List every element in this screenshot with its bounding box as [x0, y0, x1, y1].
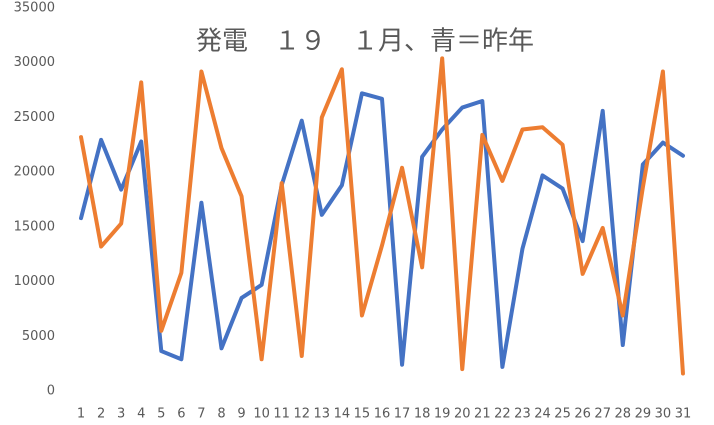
- x-tick-label: 30: [655, 407, 672, 422]
- y-tick-label: 30000: [14, 55, 55, 70]
- y-tick-label: 15000: [14, 219, 55, 234]
- x-tick-label: 4: [137, 407, 145, 422]
- x-tick-label: 22: [494, 407, 511, 422]
- x-tick-label: 10: [253, 407, 270, 422]
- x-tick-label: 12: [293, 407, 310, 422]
- x-tick-label: 27: [594, 407, 611, 422]
- series-line: [79, 56, 685, 376]
- x-tick-label: 5: [157, 407, 165, 422]
- x-tick-label: 29: [635, 407, 652, 422]
- y-tick-label: 5000: [22, 329, 55, 344]
- x-tick-label: 17: [394, 407, 411, 422]
- x-tick-label: 1: [77, 407, 85, 422]
- x-tick-label: 19: [434, 407, 451, 422]
- x-tick-label: 9: [237, 407, 245, 422]
- y-tick-label: 35000: [14, 1, 55, 16]
- x-tick-label: 3: [117, 407, 125, 422]
- x-tick-label: 18: [414, 407, 431, 422]
- chart-title: 発電 １９ １月、青＝昨年: [196, 27, 534, 57]
- x-tick-label: 21: [474, 407, 491, 422]
- x-tick-label: 31: [675, 407, 692, 422]
- x-tick-label: 16: [374, 407, 391, 422]
- x-tick-label: 15: [354, 407, 371, 422]
- x-tick-label: 24: [534, 407, 551, 422]
- x-tick-label: 25: [554, 407, 571, 422]
- y-tick-label: 10000: [14, 274, 55, 289]
- x-tick-label: 13: [314, 407, 331, 422]
- x-tick-label: 28: [615, 407, 632, 422]
- x-tick-label: 26: [574, 407, 591, 422]
- series-line: [79, 91, 685, 369]
- x-tick-label: 2: [97, 407, 105, 422]
- y-tick-label: 20000: [14, 165, 55, 180]
- x-tick-label: 14: [334, 407, 351, 422]
- x-tick-label: 20: [454, 407, 471, 422]
- y-tick-label: 25000: [14, 110, 55, 125]
- x-tick-label: 7: [197, 407, 205, 422]
- x-tick-label: 11: [273, 407, 290, 422]
- x-tick-label: 23: [514, 407, 531, 422]
- x-tick-label: 8: [217, 407, 225, 422]
- y-tick-label: 0: [47, 384, 55, 399]
- x-tick-label: 6: [177, 407, 185, 422]
